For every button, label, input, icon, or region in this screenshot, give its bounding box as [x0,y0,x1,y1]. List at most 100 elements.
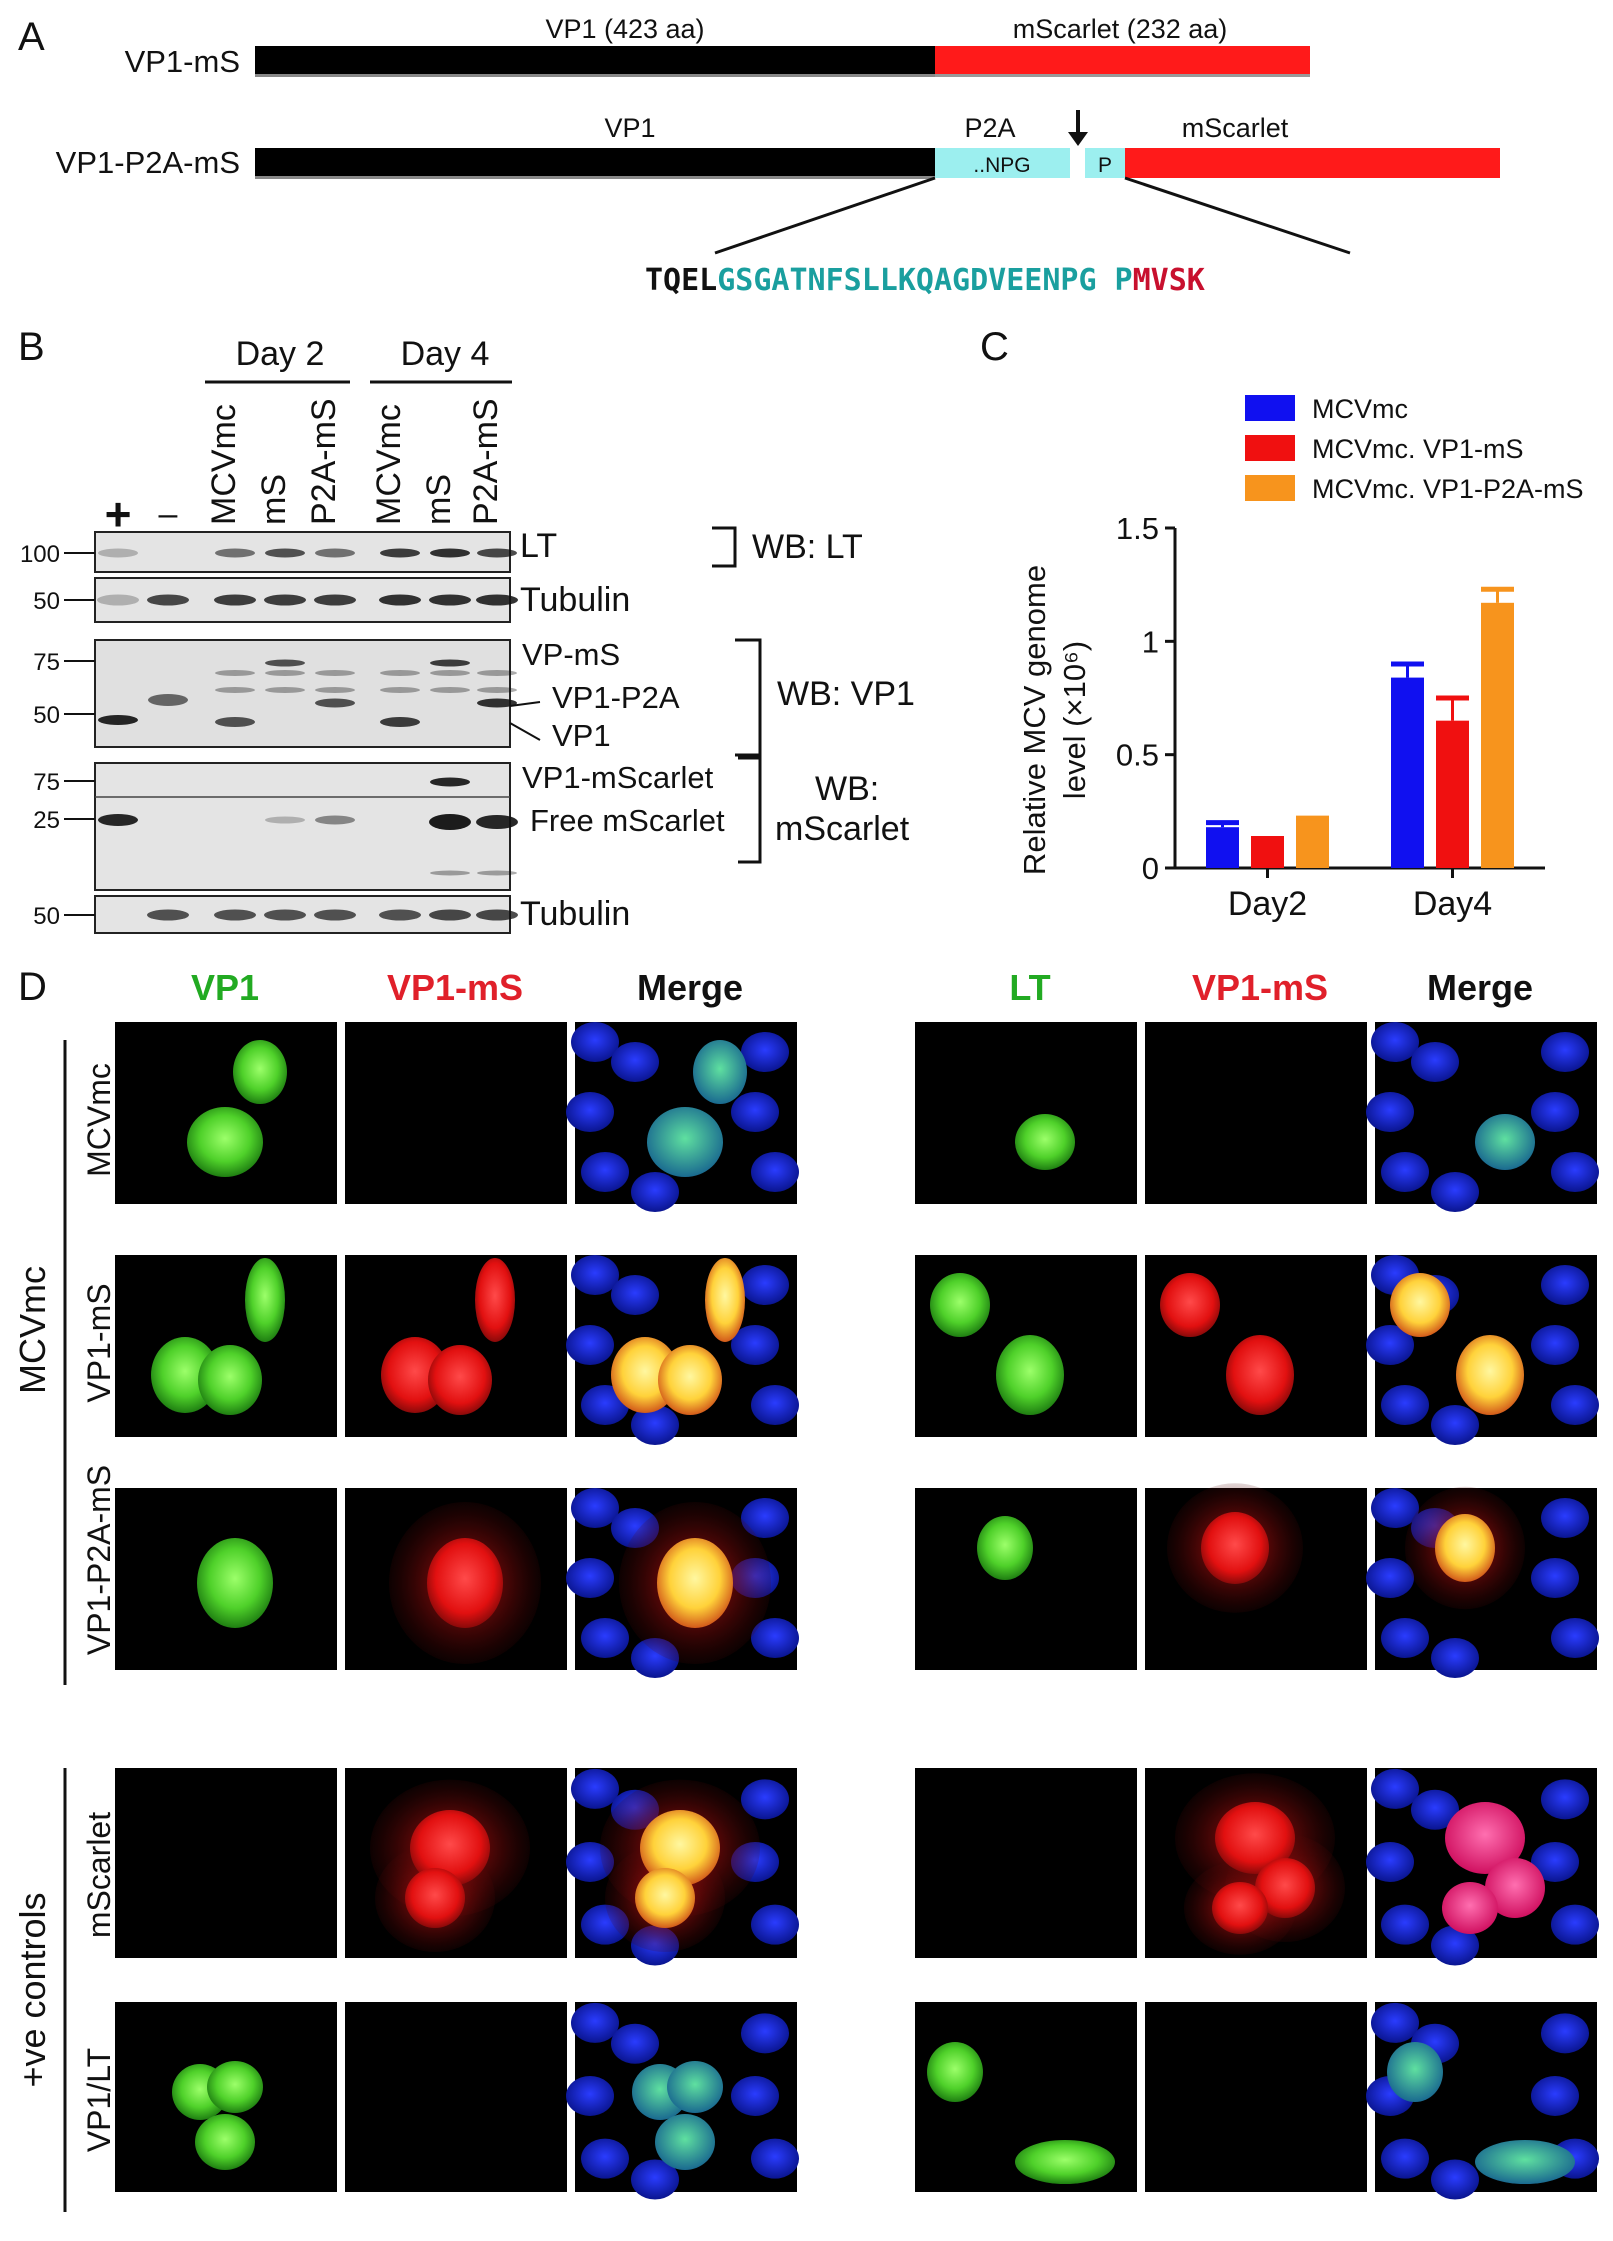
band-label-vp-ms: VP-mS [522,637,620,672]
nucleus-signal [1435,1514,1495,1582]
nucleus-signal [197,1538,273,1628]
chart-legend: MCVmc MCVmc. VP1-mS MCVmc. VP1-P2A-mS [1245,394,1584,504]
seq-teal: GSGATNFSLLKQAGDVEENPG [717,263,1096,298]
nucleus-signal [1015,1114,1075,1170]
band-tubulin [314,909,356,921]
dapi-nucleus [581,1152,629,1192]
micrograph-grid [115,1022,1599,2200]
wb-bracket-lt [712,526,737,568]
band-tubulin [476,594,518,606]
nucleus-signal [1442,1882,1498,1934]
dapi-nucleus [1431,1925,1479,1966]
nucleus-signal [647,1107,723,1177]
row-label-mcvmc: MCVmc [81,1063,117,1177]
construct-vp1-ms-name: VP1-mS [125,44,240,79]
chart-ylabel-line1: Relative MCV genome [1017,565,1052,875]
band-vp1-bg [215,687,255,693]
header-left-vp1-ms: VP1-mS [387,967,523,1008]
micrograph-background [345,2002,567,2192]
seq-teal2: P [1115,263,1133,298]
micrograph-vp1-p2a [115,1488,337,1670]
micrograph-background [915,1488,1137,1670]
wb-label-vp1: WB: VP1 [777,675,915,713]
dapi-nucleus [1381,1904,1429,1945]
vp1-segment-shadow [255,74,935,77]
band-label-free-mscarlet: Free mScarlet [530,803,725,838]
band-lt [265,548,305,558]
band-tubulin [264,909,306,921]
micrograph-r-vp1ms-vp1lt [1145,2002,1367,2192]
day2-header: Day 2 [236,335,325,373]
dapi-nucleus [1531,1092,1579,1132]
dapi-nucleus [751,1618,799,1658]
micrograph-r-vp1ms-p2a [1145,1483,1367,1670]
y-tick-label: 1.5 [1116,511,1159,546]
dapi-nucleus [571,1488,619,1528]
nucleus-signal [1475,1114,1535,1170]
p-label: P [1098,154,1112,177]
micrograph-r-merge-p2a [1366,1486,1599,1678]
micrograph-r-vp1ms-mcvmc [1145,1022,1367,1204]
header-right-merge: Merge [1427,967,1533,1008]
nucleus-signal [930,1273,990,1337]
dapi-nucleus [1531,1558,1579,1598]
dapi-nucleus [1541,1498,1589,1538]
nucleus-signal [1160,1273,1220,1337]
nucleus-signal [1456,1335,1524,1415]
band-free-mscarlet [265,816,305,824]
dapi-nucleus [631,1172,679,1212]
dapi-nucleus [731,2075,779,2116]
header-right-lt: LT [1009,967,1050,1008]
band-label-vp1-p2a: VP1-P2A [552,680,680,715]
dapi-nucleus [581,2138,629,2179]
band-tubulin [476,909,518,921]
panel-d-label: D [18,965,47,1009]
band-free-mscarlet [429,814,471,830]
band-vp1 [380,717,420,727]
band-label-vp1-mscarlet: VP1-mScarlet [522,760,714,795]
band-label-lt: LT [520,527,557,565]
mw-50-c: 50 [33,903,60,930]
nucleus-signal [657,1538,733,1628]
legend-entry: MCVmc. VP1-P2A-mS [1312,474,1584,504]
band-lt [477,548,517,558]
dapi-nucleus [1551,1904,1599,1945]
dapi-nucleus [1531,1841,1579,1882]
legend-swatch [1245,475,1295,501]
p-segment [1085,148,1125,178]
wb-label-mscarlet-2: mScarlet [775,810,910,848]
dapi-nucleus [751,1385,799,1425]
band-tubulin [97,594,139,606]
dapi-nucleus [1381,1152,1429,1192]
band-tubulin [314,594,356,606]
nucleus-signal [658,1345,722,1415]
nucleus-signal [1445,1802,1525,1874]
dapi-nucleus [1381,1618,1429,1658]
header-right-vp1-ms: VP1-mS [1192,967,1328,1008]
micrograph-merge-vp1lt [566,2002,799,2200]
cleavage-arrow-icon [1068,110,1088,146]
mscarlet-segment-shadow [935,74,1310,77]
header-left-merge: Merge [637,967,743,1008]
nucleus-signal [245,1258,285,1342]
npg-label: ..NPG [973,154,1030,177]
group-label-mcvmc: MCVmc [12,1266,53,1394]
dapi-nucleus [631,2159,679,2200]
lane-day4-ms: mS [420,474,458,525]
dapi-nucleus [751,1904,799,1945]
dapi-nucleus [731,1325,779,1365]
dapi-nucleus [1366,1841,1414,1882]
micrograph-r-vp1ms-mscarlet [1145,1768,1367,1958]
dapi-nucleus [1411,1042,1459,1082]
micrograph-merge-mscarlet [566,1768,799,1966]
nucleus-signal [195,2114,255,2170]
micrograph-background [915,1022,1137,1204]
band-vp1-bg [430,670,470,676]
bar [1391,677,1424,868]
lane-labels: + – MCVmc mS P2A-mS MCVmc mS P2A-mS [105,398,505,540]
dapi-nucleus [731,1092,779,1132]
lane-day4-p2a-ms: P2A-mS [467,398,505,525]
band-free-mscarlet-control [98,814,138,826]
band-tubulin [429,594,471,606]
nucleus-signal [410,1810,490,1886]
